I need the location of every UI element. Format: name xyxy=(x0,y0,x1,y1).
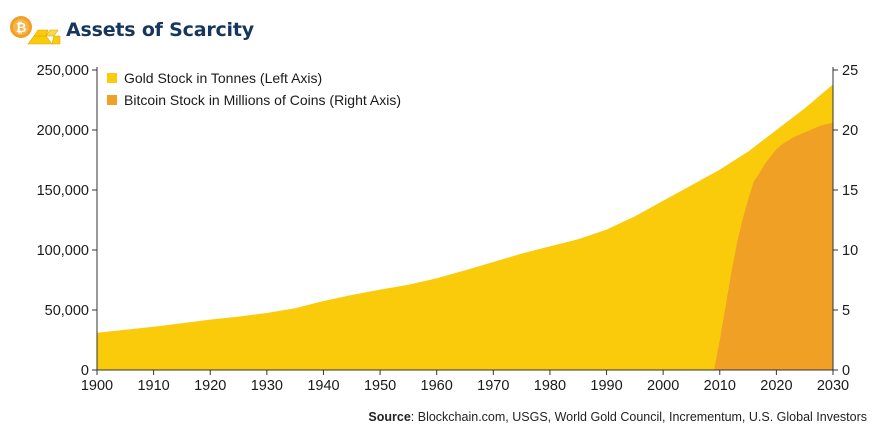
x-tick-label: 2020 xyxy=(760,378,792,394)
x-tick-label: 1930 xyxy=(251,378,283,394)
right-y-tick-label: 0 xyxy=(842,363,850,379)
x-tick-label: 2000 xyxy=(647,378,679,394)
left-y-tick-label: 0 xyxy=(81,363,89,379)
x-tick-label: 1950 xyxy=(364,378,396,394)
right-y-tick-label: 25 xyxy=(842,63,858,79)
chart-header: ₿ Assets of Scarcity xyxy=(8,14,254,46)
legend-swatch-gold xyxy=(107,73,117,83)
left-y-tick-label: 100,000 xyxy=(37,243,89,259)
source-note: Source: Blockchain.com, USGS, World Gold… xyxy=(368,410,867,424)
x-tick-label: 1910 xyxy=(137,378,169,394)
legend-label-gold: Gold Stock in Tonnes (Left Axis) xyxy=(124,70,322,86)
right-y-tick-label: 5 xyxy=(842,303,850,319)
x-tick-label: 1980 xyxy=(534,378,566,394)
x-tick-label: 1960 xyxy=(421,378,453,394)
chart-title: Assets of Scarcity xyxy=(66,19,254,41)
source-text: : Blockchain.com, USGS, World Gold Counc… xyxy=(410,410,867,424)
x-tick-label: 1970 xyxy=(477,378,509,394)
x-tick-label: 1900 xyxy=(81,378,113,394)
x-tick-label: 2030 xyxy=(817,378,849,394)
bitcoin-gold-bars-icon: ₿ xyxy=(8,14,62,46)
left-y-tick-label: 150,000 xyxy=(37,183,89,199)
left-y-tick-label: 200,000 xyxy=(37,123,89,139)
x-tick-label: 1990 xyxy=(590,378,622,394)
left-y-tick-label: 250,000 xyxy=(37,63,89,79)
right-y-tick-label: 15 xyxy=(842,183,858,199)
x-tick-label: 1940 xyxy=(307,378,339,394)
x-tick-label: 2010 xyxy=(704,378,736,394)
bitcoin-stock-area xyxy=(714,122,833,370)
x-tick-label: 1920 xyxy=(194,378,226,394)
right-y-tick-label: 20 xyxy=(842,123,858,139)
legend-label-bitcoin: Bitcoin Stock in Millions of Coins (Righ… xyxy=(124,92,401,108)
right-y-tick-label: 10 xyxy=(842,243,858,259)
source-label: Source xyxy=(368,410,411,424)
gold-stock-area xyxy=(97,84,833,371)
svg-text:₿: ₿ xyxy=(16,21,27,36)
legend-swatch-bitcoin xyxy=(107,95,117,105)
left-y-tick-label: 50,000 xyxy=(45,303,89,319)
